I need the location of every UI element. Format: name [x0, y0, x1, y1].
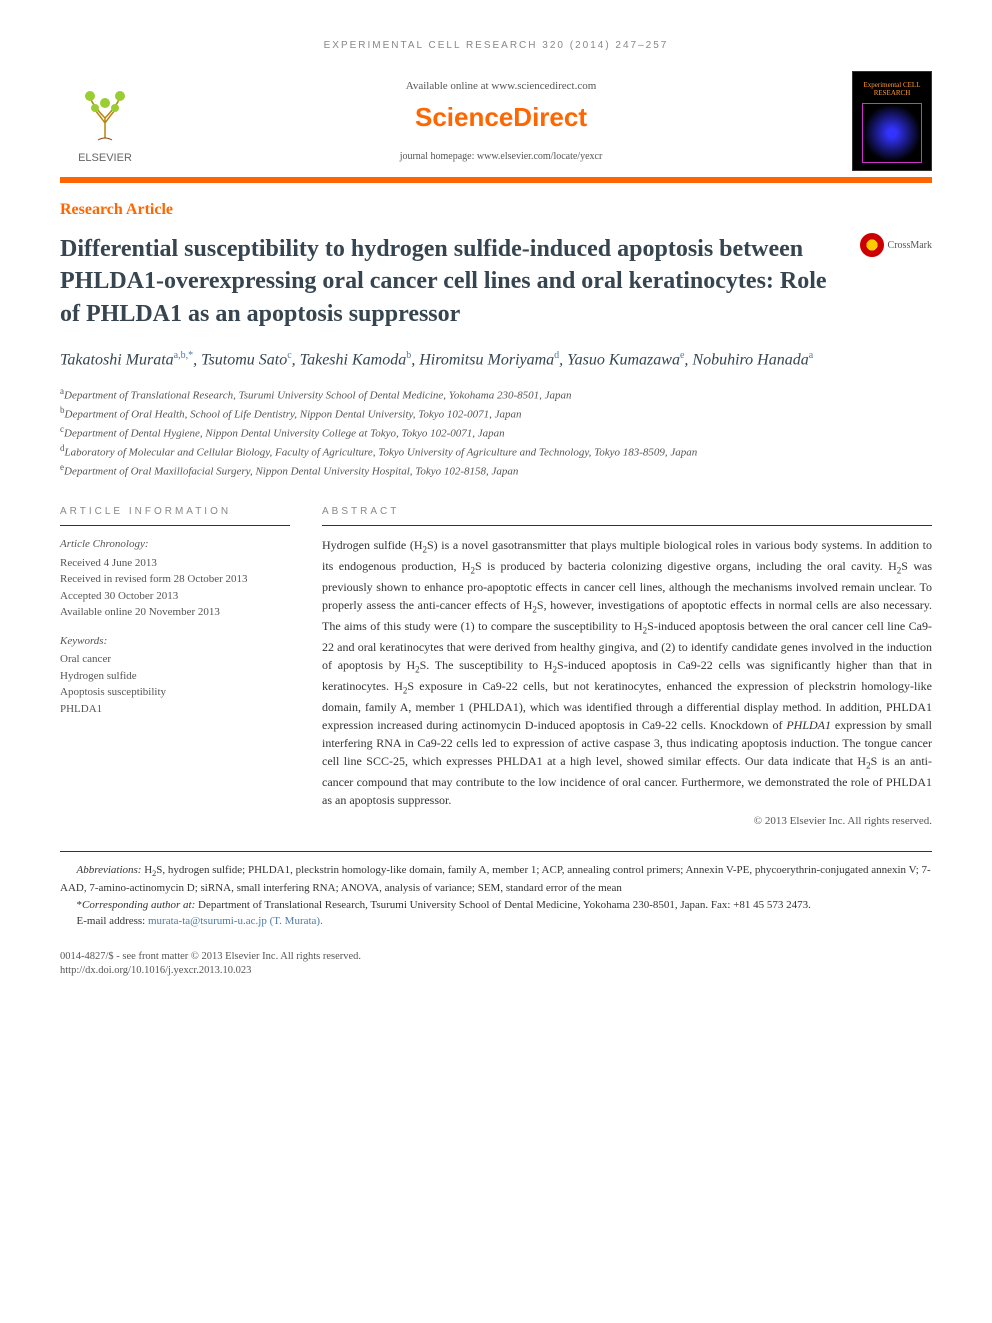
running-header: EXPERIMENTAL CELL RESEARCH 320 (2014) 24… [60, 40, 932, 51]
journal-homepage-text: journal homepage: www.elsevier.com/locat… [150, 151, 852, 162]
affiliation-item: eDepartment of Oral Maxillofacial Surger… [60, 461, 932, 480]
article-info-rule [60, 525, 290, 526]
email-label: E-mail address: [77, 915, 146, 927]
affiliation-item: aDepartment of Translational Research, T… [60, 385, 932, 404]
affiliations-list: aDepartment of Translational Research, T… [60, 385, 932, 481]
received-date: Received 4 June 2013 [60, 555, 290, 572]
abstract-heading: ABSTRACT [322, 506, 932, 517]
accepted-date: Accepted 30 October 2013 [60, 588, 290, 605]
crossmark-icon [860, 233, 884, 257]
crossmark-badge[interactable]: CrossMark [860, 233, 932, 257]
article-info-block: Article Chronology: Received 4 June 2013… [60, 536, 290, 717]
keyword-item: Apoptosis susceptibility [60, 684, 290, 701]
article-info-heading: ARTICLE INFORMATION [60, 506, 290, 517]
journal-cover-image [862, 103, 922, 163]
sciencedirect-logo[interactable]: ScienceDirect [150, 102, 852, 133]
abstract-text: Hydrogen sulfide (H2S) is a novel gasotr… [322, 536, 932, 808]
affiliation-item: cDepartment of Dental Hygiene, Nippon De… [60, 423, 932, 442]
affiliation-item: bDepartment of Oral Health, School of Li… [60, 404, 932, 423]
elsevier-logo: ELSEVIER [60, 71, 150, 171]
accent-bar [60, 177, 932, 183]
abstract-copyright: © 2013 Elsevier Inc. All rights reserved… [322, 815, 932, 827]
authors-list: Takatoshi Murataa,b,*, Tsutomu Satoc, Ta… [60, 348, 932, 372]
front-matter-line: 0014-4827/$ - see front matter © 2013 El… [60, 950, 932, 965]
doi-link[interactable]: http://dx.doi.org/10.1016/j.yexcr.2013.1… [60, 964, 932, 979]
corresponding-email-link[interactable]: murata-ta@tsurumi-u.ac.jp (T. Murata). [148, 915, 323, 927]
corresponding-author-footnote: *Corresponding author at: Department of … [60, 897, 932, 914]
elsevier-logo-text: ELSEVIER [78, 152, 132, 164]
masthead: ELSEVIER Available online at www.science… [60, 71, 932, 171]
keyword-item: PHLDA1 [60, 701, 290, 718]
article-title: Differential susceptibility to hydrogen … [60, 233, 844, 330]
affiliation-item: dLaboratory of Molecular and Cellular Bi… [60, 442, 932, 461]
revised-date: Received in revised form 28 October 2013 [60, 571, 290, 588]
doi-block: 0014-4827/$ - see front matter © 2013 El… [60, 950, 932, 979]
footnotes-block: Abbreviations: H2S, hydrogen sulfide; PH… [60, 862, 932, 930]
crossmark-label: CrossMark [888, 240, 932, 251]
keywords-label: Keywords: [60, 633, 290, 650]
abstract-rule [322, 525, 932, 526]
journal-cover-title: Experimental CELL RESEARCH [853, 79, 931, 99]
footnote-rule [60, 851, 932, 852]
online-date: Available online 20 November 2013 [60, 604, 290, 621]
keyword-item: Oral cancer [60, 651, 290, 668]
article-type-label: Research Article [60, 201, 932, 219]
journal-cover-thumbnail: Experimental CELL RESEARCH [852, 71, 932, 171]
abbreviations-footnote: Abbreviations: H2S, hydrogen sulfide; PH… [60, 862, 932, 897]
elsevier-tree-icon [70, 78, 140, 148]
keyword-item: Hydrogen sulfide [60, 668, 290, 685]
available-online-text: Available online at www.sciencedirect.co… [150, 80, 852, 92]
chronology-label: Article Chronology: [60, 536, 290, 553]
